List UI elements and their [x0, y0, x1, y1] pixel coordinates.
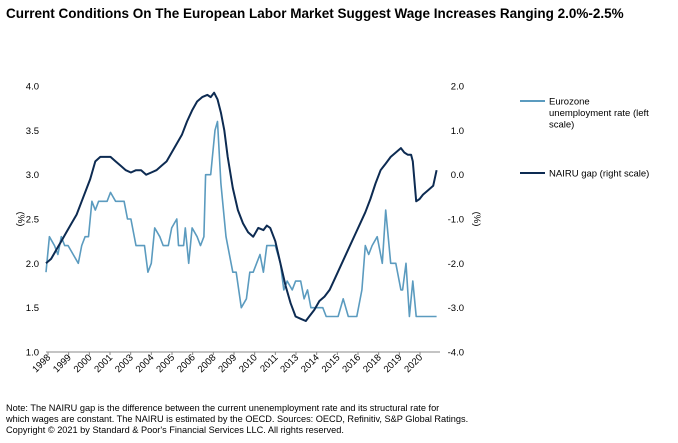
x-tick-label: 1999 [51, 352, 74, 375]
x-tick-label: 2004 [134, 352, 157, 375]
y-right-tick-label: -4.0 [448, 348, 464, 359]
legend-label: unemployment rate (left [549, 108, 649, 119]
x-tick-label: 2001 [92, 352, 115, 375]
footnote-line-2: which wages are constant. The NAIRU is e… [6, 414, 469, 424]
legend-label: scale) [549, 120, 574, 131]
x-tick-label: 2005 [154, 352, 177, 375]
x-tick-label: 2018 [361, 352, 384, 375]
y-right-tick-label: -1.0 [448, 215, 464, 226]
legend-label: NAIRU gap (right scale) [549, 169, 649, 180]
footnote-line-3: Copyright © 2021 by Standard & Poor's Fi… [6, 425, 344, 435]
x-tick-label: 2011 [258, 352, 280, 374]
x-tick-label: 2000 [72, 352, 95, 375]
y-left-tick-label: 2.0 [26, 259, 39, 270]
x-tick-label: 2019 [382, 352, 405, 375]
y-left-tick-label: 1.0 [26, 348, 39, 359]
chart-axes: 1.0 1.5 2.0 2.5 3.0 3.5 4.0 -4.0 -3.0 -2.0 -1.0 0.0… [15, 82, 482, 376]
x-tick-label: 2009 [216, 352, 239, 375]
x-tick-label: 2010 [237, 352, 260, 375]
y-left-tick-label: 1.5 [26, 303, 39, 314]
x-tick-label: 2006 [175, 352, 198, 375]
footnote-line-1: Note: The NAIRU gap is the difference be… [6, 403, 440, 413]
x-tick-label: 2020 [402, 352, 425, 375]
footnote: Note: The NAIRU gap is the difference be… [6, 403, 566, 436]
chart-series [45, 91, 438, 322]
y-right-tick-label: -2.0 [448, 259, 464, 270]
x-tick-label: 2016 [340, 352, 363, 375]
y-right-axis-label: (%) [471, 212, 482, 227]
y-left-tick-label: 2.5 [26, 215, 39, 226]
y-right-tick-label: 1.0 [451, 126, 464, 137]
x-tick-label: 2015 [320, 352, 343, 375]
y-left-axis-label: (%) [15, 212, 26, 227]
y-right-tick-label: -3.0 [448, 303, 464, 314]
unemployment-series-line [45, 120, 437, 318]
y-right-tick-label: 0.0 [451, 170, 464, 181]
y-left-tick-label: 3.0 [26, 170, 39, 181]
x-tick-label: 2003 [113, 352, 136, 375]
y-left-tick-label: 4.0 [26, 82, 39, 93]
x-tick-label: 2008 [196, 352, 219, 375]
y-left-tick-label: 3.5 [26, 126, 39, 137]
chart-title: Current Conditions On The European Labor… [6, 6, 624, 21]
nairu-gap-series-line [45, 91, 438, 322]
x-tick-label: 2014 [299, 352, 322, 375]
y-right-tick-label: 2.0 [451, 82, 464, 93]
legend-label: Eurozone [549, 97, 590, 108]
x-tick-label: 2013 [278, 352, 301, 375]
